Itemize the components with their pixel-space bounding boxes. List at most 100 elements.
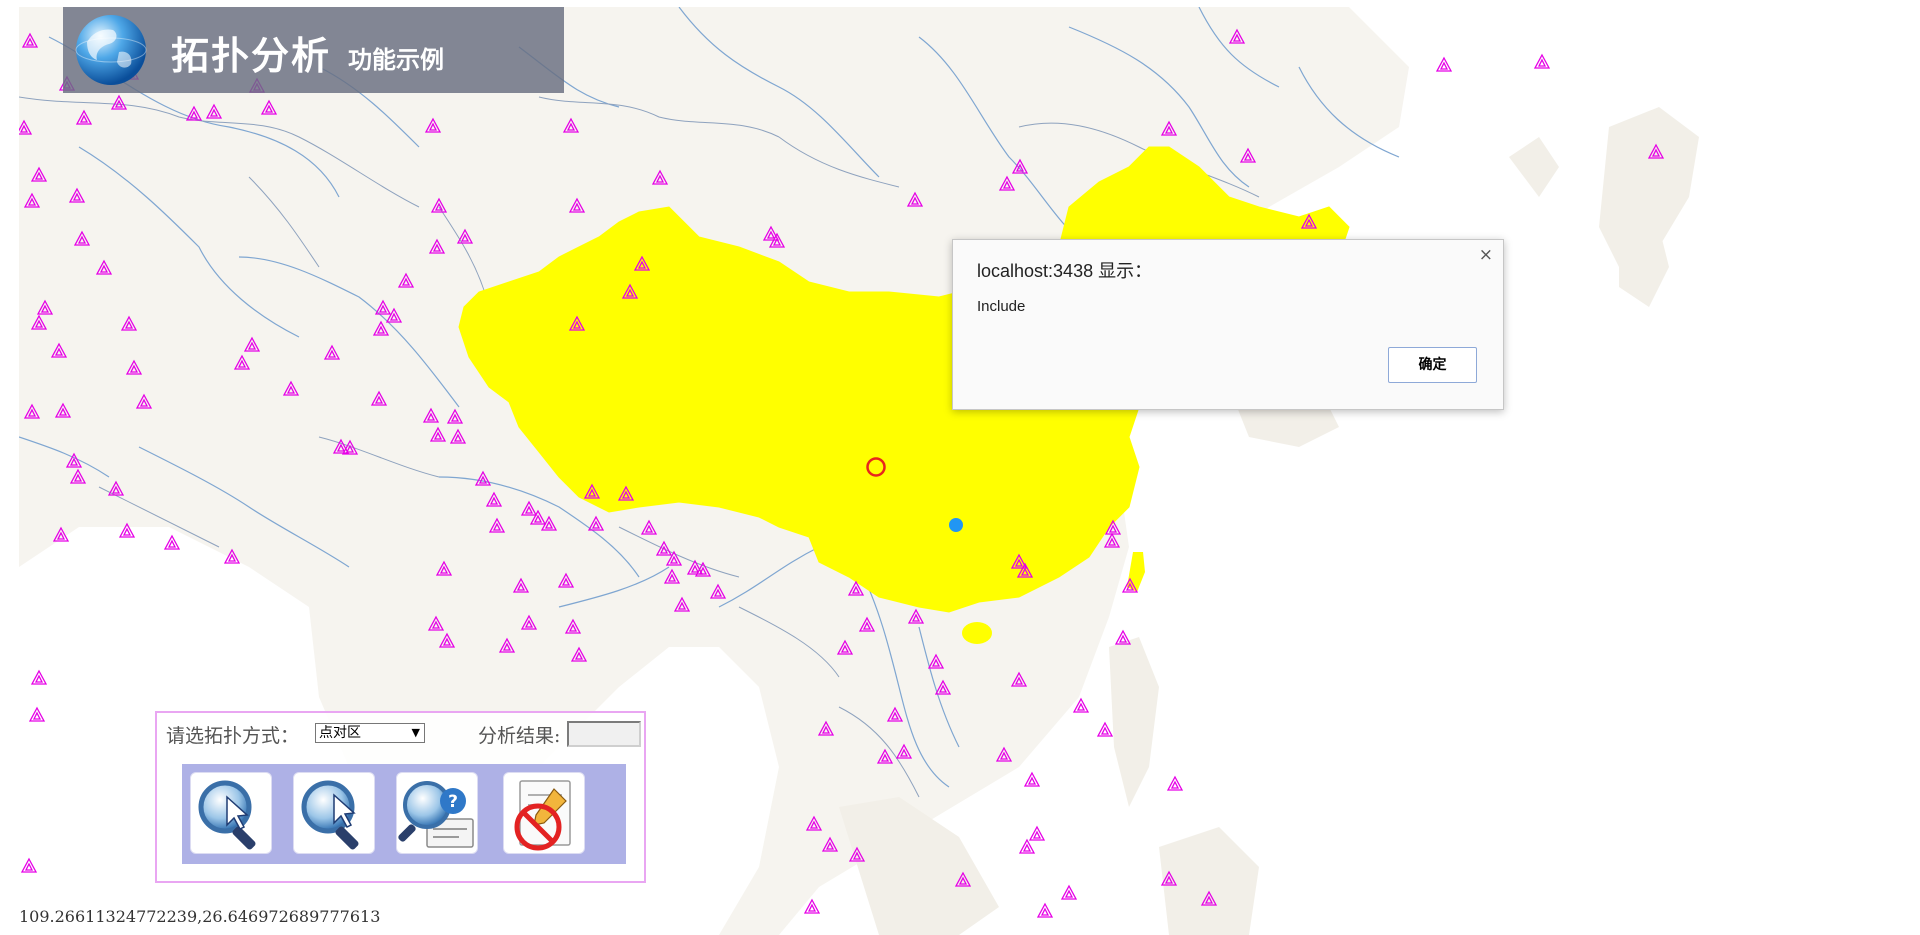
station-marker-icon[interactable] bbox=[568, 315, 586, 331]
station-marker-icon[interactable] bbox=[529, 509, 547, 525]
target-ring-marker[interactable] bbox=[866, 457, 886, 477]
station-marker-icon[interactable] bbox=[621, 283, 639, 299]
station-marker-icon[interactable] bbox=[370, 390, 388, 406]
station-marker-icon[interactable] bbox=[1023, 771, 1041, 787]
station-marker-icon[interactable] bbox=[50, 342, 68, 358]
station-marker-icon[interactable] bbox=[906, 191, 924, 207]
station-marker-icon[interactable] bbox=[1011, 158, 1029, 174]
station-marker-icon[interactable] bbox=[803, 898, 821, 914]
station-marker-icon[interactable] bbox=[1300, 213, 1318, 229]
station-marker-icon[interactable] bbox=[1166, 775, 1184, 791]
station-marker-icon[interactable] bbox=[163, 534, 181, 550]
station-marker-icon[interactable] bbox=[341, 439, 359, 455]
station-marker-icon[interactable] bbox=[498, 637, 516, 653]
station-marker-icon[interactable] bbox=[1104, 519, 1122, 535]
close-icon[interactable]: × bbox=[1478, 245, 1493, 265]
station-marker-icon[interactable] bbox=[20, 857, 38, 873]
station-marker-icon[interactable] bbox=[640, 519, 658, 535]
station-marker-icon[interactable] bbox=[1435, 56, 1453, 72]
station-marker-icon[interactable] bbox=[1160, 120, 1178, 136]
station-marker-icon[interactable] bbox=[1200, 890, 1218, 906]
station-marker-icon[interactable] bbox=[617, 485, 635, 501]
station-marker-icon[interactable] bbox=[205, 103, 223, 119]
station-marker-icon[interactable] bbox=[374, 299, 392, 315]
station-marker-icon[interactable] bbox=[474, 470, 492, 486]
station-marker-icon[interactable] bbox=[583, 483, 601, 499]
station-marker-icon[interactable] bbox=[323, 344, 341, 360]
highlight-region-hainan[interactable] bbox=[962, 622, 992, 644]
station-marker-icon[interactable] bbox=[564, 618, 582, 634]
station-marker-icon[interactable] bbox=[1018, 838, 1036, 854]
station-marker-icon[interactable] bbox=[651, 169, 669, 185]
query-button[interactable]: ? bbox=[396, 772, 478, 854]
station-marker-icon[interactable] bbox=[876, 748, 894, 764]
station-marker-icon[interactable] bbox=[385, 307, 403, 323]
station-marker-icon[interactable] bbox=[848, 846, 866, 862]
clear-button[interactable] bbox=[503, 772, 585, 854]
station-marker-icon[interactable] bbox=[540, 515, 558, 531]
station-marker-icon[interactable] bbox=[30, 669, 48, 685]
station-marker-icon[interactable] bbox=[107, 480, 125, 496]
station-marker-icon[interactable] bbox=[424, 117, 442, 133]
station-marker-icon[interactable] bbox=[429, 426, 447, 442]
station-marker-icon[interactable] bbox=[69, 468, 87, 484]
station-marker-icon[interactable] bbox=[1533, 53, 1551, 69]
station-marker-icon[interactable] bbox=[520, 500, 538, 516]
station-marker-icon[interactable] bbox=[36, 299, 54, 315]
station-marker-icon[interactable] bbox=[817, 720, 835, 736]
station-marker-icon[interactable] bbox=[223, 548, 241, 564]
station-marker-icon[interactable] bbox=[52, 526, 70, 542]
station-marker-icon[interactable] bbox=[54, 402, 72, 418]
station-marker-icon[interactable] bbox=[120, 315, 138, 331]
station-marker-icon[interactable] bbox=[709, 583, 727, 599]
station-marker-icon[interactable] bbox=[397, 272, 415, 288]
station-marker-icon[interactable] bbox=[934, 679, 952, 695]
topology-mode-select[interactable]: 点对区 ▼ bbox=[315, 723, 425, 743]
station-marker-icon[interactable] bbox=[663, 568, 681, 584]
station-marker-icon[interactable] bbox=[633, 255, 651, 271]
station-marker-icon[interactable] bbox=[428, 238, 446, 254]
station-marker-icon[interactable] bbox=[260, 99, 278, 115]
station-marker-icon[interactable] bbox=[762, 225, 780, 241]
station-marker-icon[interactable] bbox=[1114, 629, 1132, 645]
station-marker-icon[interactable] bbox=[927, 653, 945, 669]
station-marker-icon[interactable] bbox=[125, 359, 143, 375]
station-marker-icon[interactable] bbox=[95, 259, 113, 275]
station-marker-icon[interactable] bbox=[28, 706, 46, 722]
station-marker-icon[interactable] bbox=[438, 632, 456, 648]
station-marker-icon[interactable] bbox=[1228, 28, 1246, 44]
station-marker-icon[interactable] bbox=[954, 871, 972, 887]
station-marker-icon[interactable] bbox=[75, 109, 93, 125]
station-marker-icon[interactable] bbox=[23, 192, 41, 208]
station-marker-icon[interactable] bbox=[836, 639, 854, 655]
station-marker-icon[interactable] bbox=[1036, 902, 1054, 918]
station-marker-icon[interactable] bbox=[282, 380, 300, 396]
station-marker-icon[interactable] bbox=[1072, 697, 1090, 713]
station-marker-icon[interactable] bbox=[1121, 577, 1139, 593]
station-marker-icon[interactable] bbox=[19, 119, 33, 135]
station-marker-icon[interactable] bbox=[456, 228, 474, 244]
station-marker-icon[interactable] bbox=[135, 393, 153, 409]
station-marker-icon[interactable] bbox=[1016, 562, 1034, 578]
station-marker-icon[interactable] bbox=[587, 515, 605, 531]
station-marker-icon[interactable] bbox=[23, 403, 41, 419]
station-marker-icon[interactable] bbox=[673, 596, 691, 612]
station-marker-icon[interactable] bbox=[185, 105, 203, 121]
station-marker-icon[interactable] bbox=[243, 336, 261, 352]
station-marker-icon[interactable] bbox=[233, 354, 251, 370]
station-marker-icon[interactable] bbox=[570, 646, 588, 662]
station-marker-icon[interactable] bbox=[998, 175, 1016, 191]
station-marker-icon[interactable] bbox=[30, 314, 48, 330]
station-marker-icon[interactable] bbox=[372, 320, 390, 336]
station-marker-icon[interactable] bbox=[110, 94, 128, 110]
station-marker-icon[interactable] bbox=[1096, 721, 1114, 737]
station-marker-icon[interactable] bbox=[821, 836, 839, 852]
station-marker-icon[interactable] bbox=[422, 407, 440, 423]
station-marker-icon[interactable] bbox=[488, 517, 506, 533]
station-marker-icon[interactable] bbox=[332, 438, 350, 454]
station-marker-icon[interactable] bbox=[1239, 147, 1257, 163]
station-marker-icon[interactable] bbox=[557, 572, 575, 588]
station-marker-icon[interactable] bbox=[1060, 884, 1078, 900]
station-marker-icon[interactable] bbox=[512, 577, 530, 593]
station-marker-icon[interactable] bbox=[805, 815, 823, 831]
